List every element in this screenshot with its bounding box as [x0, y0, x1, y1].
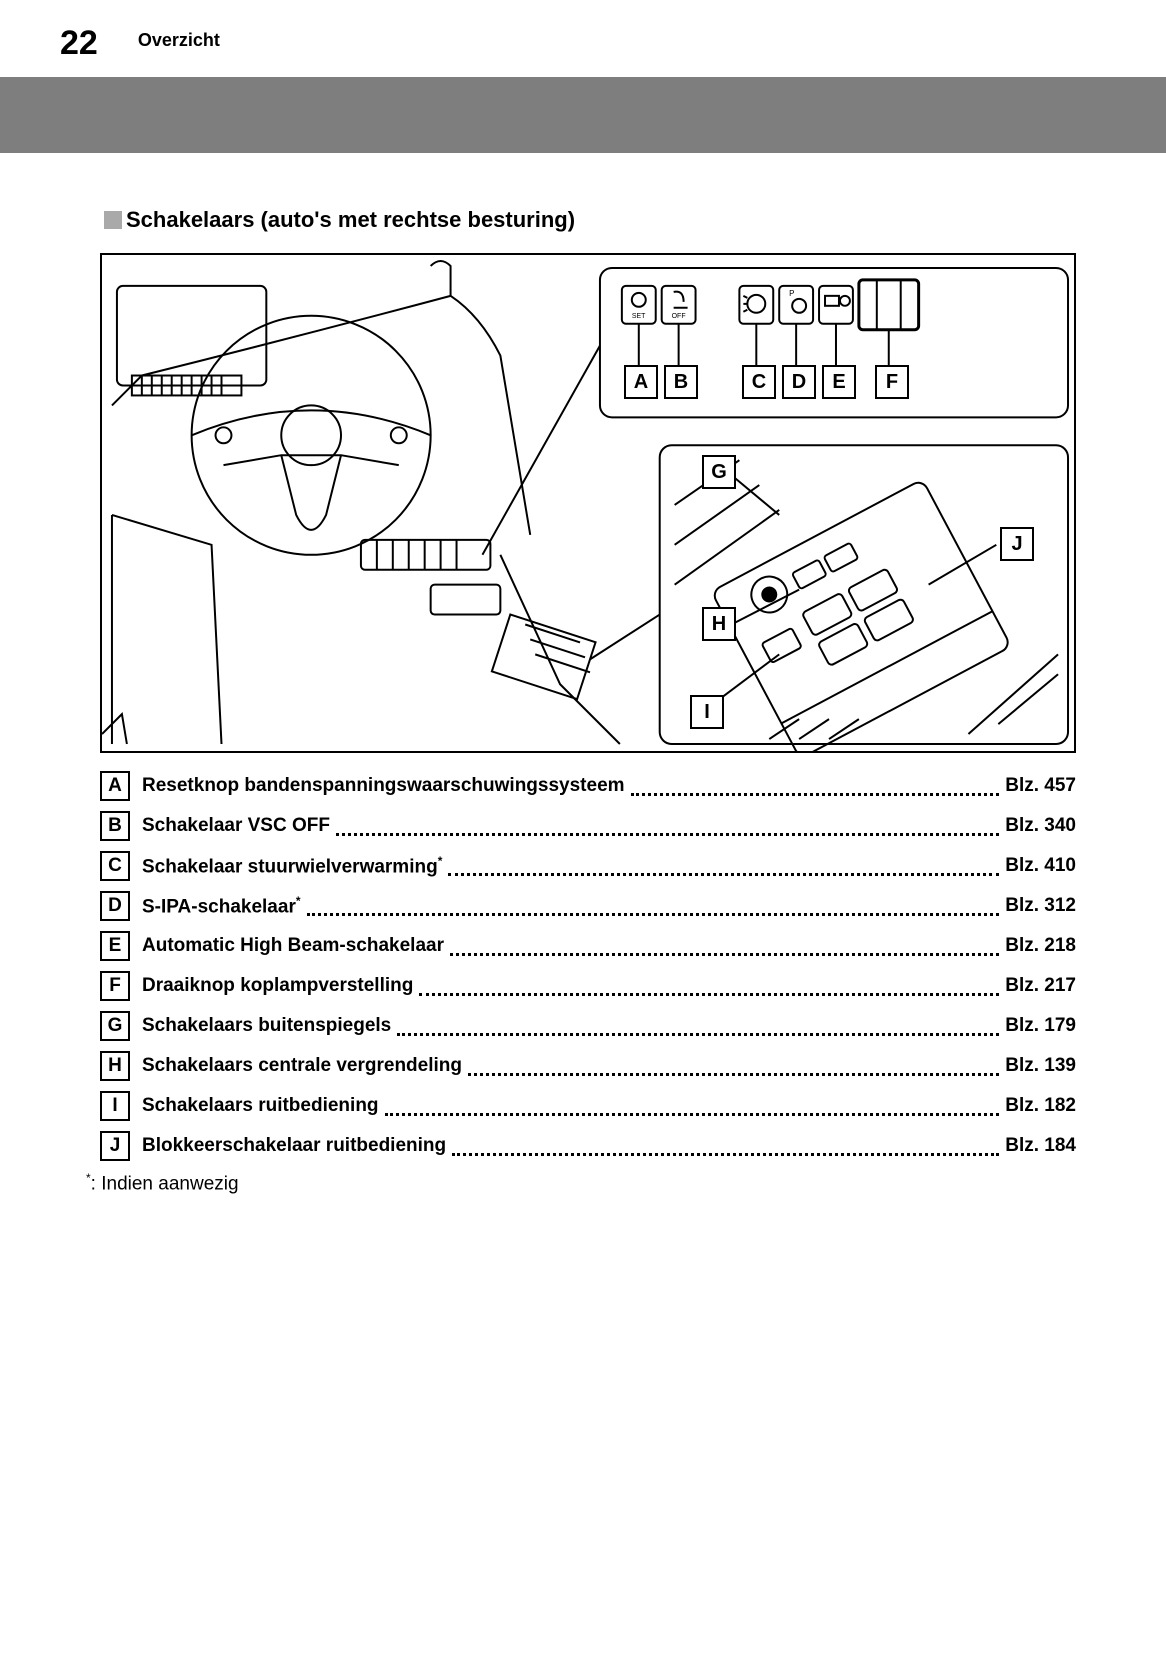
dot-leader: [397, 1024, 999, 1036]
callout-E: E: [822, 365, 856, 399]
item-label: Schakelaar VSC OFF: [142, 815, 330, 837]
asterisk-icon: *: [296, 894, 301, 908]
dot-leader: [452, 1144, 999, 1156]
list-item: G Schakelaars buitenspiegels Blz. 179: [100, 1011, 1076, 1041]
item-page: Blz. 139: [1005, 1055, 1076, 1077]
item-letter: G: [100, 1011, 130, 1041]
callout-G: G: [702, 455, 736, 489]
item-page: Blz. 217: [1005, 975, 1076, 997]
svg-text:P: P: [789, 289, 794, 298]
list-item: D S-IPA-schakelaar* Blz. 312: [100, 891, 1076, 921]
item-letter: E: [100, 931, 130, 961]
list-item: A Resetknop bandenspanningswaarschuwingss…: [100, 771, 1076, 801]
footnote-text: : Indien aanwezig: [91, 1173, 239, 1194]
item-letter: B: [100, 811, 130, 841]
item-letter: D: [100, 891, 130, 921]
dot-leader: [448, 864, 999, 876]
svg-text:SET: SET: [632, 313, 646, 320]
callout-I: I: [690, 695, 724, 729]
content: Schakelaars (auto's met rechtse besturin…: [0, 153, 1166, 1195]
callout-A: A: [624, 365, 658, 399]
item-letter: C: [100, 851, 130, 881]
asterisk-icon: *: [438, 854, 443, 868]
dashboard-svg: SET OFF P: [102, 255, 1074, 751]
item-page: Blz. 179: [1005, 1015, 1076, 1037]
subtitle: Schakelaars (auto's met rechtse besturin…: [104, 207, 1076, 233]
page-header: 22 Overzicht: [0, 0, 1166, 73]
item-label: Schakelaars centrale vergrendeling: [142, 1055, 462, 1077]
item-label: Blokkeerschakelaar ruitbediening: [142, 1135, 446, 1157]
dot-leader: [336, 824, 999, 836]
header-separator-bar: [0, 77, 1166, 153]
list-item: C Schakelaar stuurwielverwarming* Blz. 410: [100, 851, 1076, 881]
item-page: Blz. 340: [1005, 815, 1076, 837]
item-letter: F: [100, 971, 130, 1001]
item-letter: A: [100, 771, 130, 801]
item-label: Draaiknop koplampverstelling: [142, 975, 413, 997]
dot-leader: [468, 1064, 999, 1076]
item-page: Blz. 457: [1005, 775, 1076, 797]
section-title: Overzicht: [138, 24, 220, 51]
callout-J: J: [1000, 527, 1034, 561]
callout-F: F: [875, 365, 909, 399]
list-item: H Schakelaars centrale vergrendeling Blz. …: [100, 1051, 1076, 1081]
item-label: Automatic High Beam-schakelaar: [142, 935, 444, 957]
item-page: Blz. 312: [1005, 895, 1076, 917]
list-item: F Draaiknop koplampverstelling Blz. 217: [100, 971, 1076, 1001]
page-number: 22: [60, 24, 98, 63]
square-marker-icon: [104, 211, 122, 229]
list-item: E Automatic High Beam-schakelaar Blz. 218: [100, 931, 1076, 961]
item-label: S-IPA-schakelaar*: [142, 894, 301, 918]
item-page: Blz. 184: [1005, 1135, 1076, 1157]
dot-leader: [631, 784, 1000, 796]
dot-leader: [419, 984, 999, 996]
callout-D: D: [782, 365, 816, 399]
item-label: Schakelaars ruitbediening: [142, 1095, 379, 1117]
list-item: J Blokkeerschakelaar ruitbediening Blz. 18…: [100, 1131, 1076, 1161]
list-item: B Schakelaar VSC OFF Blz. 340: [100, 811, 1076, 841]
item-label: Schakelaar stuurwielverwarming*: [142, 854, 442, 878]
dot-leader: [307, 904, 1000, 916]
list-item: I Schakelaars ruitbediening Blz. 182: [100, 1091, 1076, 1121]
callout-B: B: [664, 365, 698, 399]
dot-leader: [385, 1104, 1000, 1116]
item-label: Resetknop bandenspanningswaarschuwingssy…: [142, 775, 625, 797]
item-letter: I: [100, 1091, 130, 1121]
item-page: Blz. 410: [1005, 855, 1076, 877]
item-page: Blz. 182: [1005, 1095, 1076, 1117]
subtitle-text: Schakelaars (auto's met rechtse besturin…: [126, 207, 575, 233]
dashboard-diagram: SET OFF P: [100, 253, 1076, 753]
svg-text:OFF: OFF: [672, 313, 686, 320]
callout-H: H: [702, 607, 736, 641]
reference-list: A Resetknop bandenspanningswaarschuwingss…: [100, 771, 1076, 1161]
item-label: Schakelaars buitenspiegels: [142, 1015, 391, 1037]
page-root: 22 Overzicht Schakelaars (auto's met rec…: [0, 0, 1166, 1195]
item-letter: J: [100, 1131, 130, 1161]
callout-C: C: [742, 365, 776, 399]
item-page: Blz. 218: [1005, 935, 1076, 957]
item-letter: H: [100, 1051, 130, 1081]
footnote: *: Indien aanwezig: [86, 1171, 1076, 1195]
dot-leader: [450, 944, 999, 956]
